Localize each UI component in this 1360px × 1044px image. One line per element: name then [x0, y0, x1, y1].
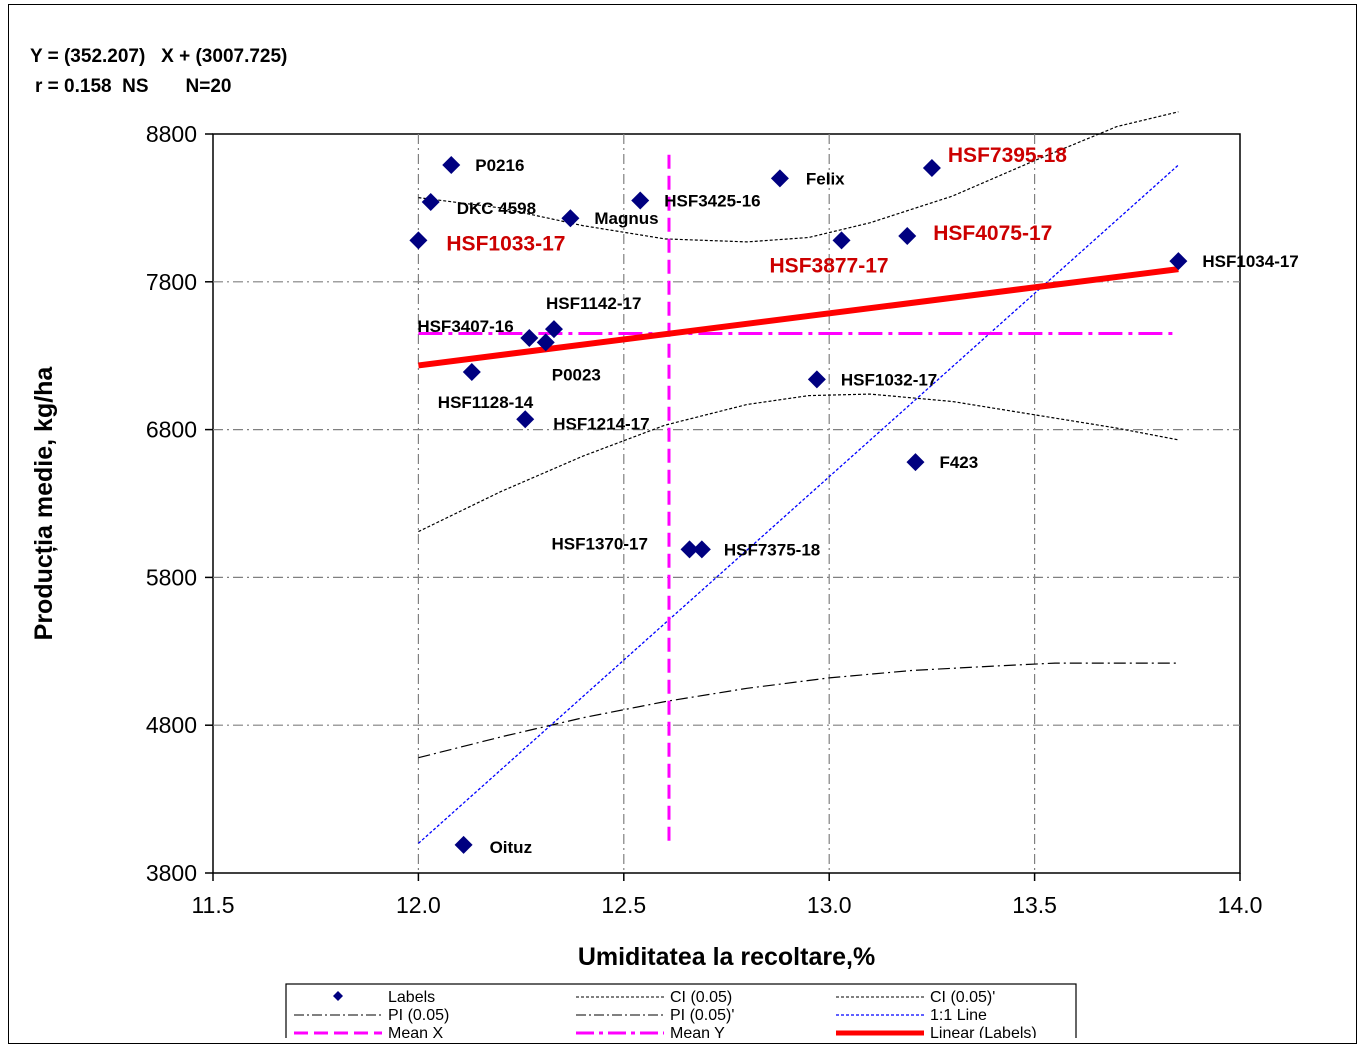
data-point	[561, 209, 580, 228]
legend-label: 1:1 Line	[930, 1007, 987, 1024]
x-tick-label: 12.0	[396, 892, 441, 918]
data-point	[1169, 252, 1188, 271]
y-tick-label: 8800	[146, 121, 197, 147]
legend-label: PI (0.05)'	[670, 1007, 734, 1024]
y-tick-label: 6800	[146, 417, 197, 443]
axes: 3800 4800 5800 6800 7800 8800 11.5 12.0 12.5 13.0…	[30, 121, 1262, 971]
data-label: HSF7395-18	[948, 144, 1067, 167]
data-label: HSF1214-17	[553, 414, 649, 433]
data-label: HSF1128-14	[438, 393, 534, 412]
data-label: HSF3425-16	[664, 192, 760, 211]
x-tick-label: 11.5	[191, 892, 234, 918]
data-label: HSF3407-16	[417, 317, 513, 336]
data-point	[421, 192, 440, 211]
data-point	[898, 226, 917, 245]
legend-label: CI (0.05)	[670, 989, 732, 1006]
data-label: HSF1032-17	[841, 370, 937, 389]
data-point	[536, 333, 555, 352]
data-label: HSF3877-17	[770, 254, 889, 277]
data-point	[442, 156, 461, 175]
regression-equation: Y = (352.207) X + (3007.725)	[30, 46, 288, 67]
data-label: Oituz	[490, 838, 533, 857]
data-point	[409, 231, 428, 250]
data-label: P0216	[475, 156, 524, 175]
legend: Labels CI (0.05) CI (0.05)' PI (0.05) PI (0.…	[285, 983, 1077, 1038]
ci-lower-curve	[418, 393, 1179, 533]
data-label: HSF1370-17	[552, 534, 648, 553]
data-point	[680, 540, 699, 559]
x-axis-label: Umiditatea la recoltare,%	[578, 943, 875, 971]
regression-stats: r = 0.158 NS N=20	[35, 76, 232, 97]
legend-label: PI (0.05)	[388, 1007, 449, 1024]
legend-label: Mean Y	[670, 1025, 725, 1038]
data-point	[454, 835, 473, 854]
legend-label: Labels	[388, 989, 435, 1006]
x-tick-label: 12.5	[601, 892, 646, 918]
legend-box	[285, 983, 1077, 1038]
x-tick-label: 13.0	[807, 892, 852, 918]
data-point	[770, 169, 789, 188]
data-label: P0023	[552, 365, 601, 384]
data-point	[906, 453, 925, 472]
data-point	[516, 410, 535, 429]
points: P0216 DKC 4598 HSF1033-17 HSF3425-16 Magnus F…	[409, 144, 1299, 857]
ci-upper-curve	[418, 111, 1179, 243]
data-label: Felix	[806, 169, 845, 188]
y-axis-label: Producția medie, kg/ha	[30, 366, 58, 641]
legend-label: Linear (Labels)	[930, 1025, 1037, 1038]
x-tick-label: 14.0	[1218, 892, 1263, 918]
data-point	[922, 158, 941, 177]
legend-label: CI (0.05)'	[930, 989, 995, 1006]
data-point	[544, 320, 563, 339]
data-point	[631, 191, 650, 210]
data-point	[832, 231, 851, 250]
legend-label: Mean X	[388, 1025, 443, 1038]
data-label: HSF7375-18	[724, 540, 820, 559]
x-tick-label: 13.5	[1012, 892, 1057, 918]
plot-area	[212, 133, 1241, 874]
data-point	[807, 370, 826, 389]
data-label: Magnus	[594, 209, 658, 228]
y-tick-label: 3800	[146, 860, 197, 886]
y-tick-label: 7800	[146, 269, 197, 295]
data-point	[462, 362, 481, 381]
data-point	[692, 540, 711, 559]
data-label: HSF1033-17	[446, 232, 565, 255]
data-label: F423	[939, 453, 978, 472]
legend-swatch	[333, 991, 343, 1001]
data-label: HSF1142-17	[546, 294, 641, 313]
pi-lower-curve	[418, 662, 1179, 759]
y-tick-label: 4800	[146, 712, 197, 738]
data-label: DKC 4598	[457, 199, 536, 218]
data-label: HSF1034-17	[1202, 252, 1298, 271]
data-point	[520, 328, 539, 347]
grid	[212, 133, 1241, 874]
y-tick-label: 5800	[146, 564, 197, 590]
data-label: HSF4075-17	[933, 222, 1052, 245]
